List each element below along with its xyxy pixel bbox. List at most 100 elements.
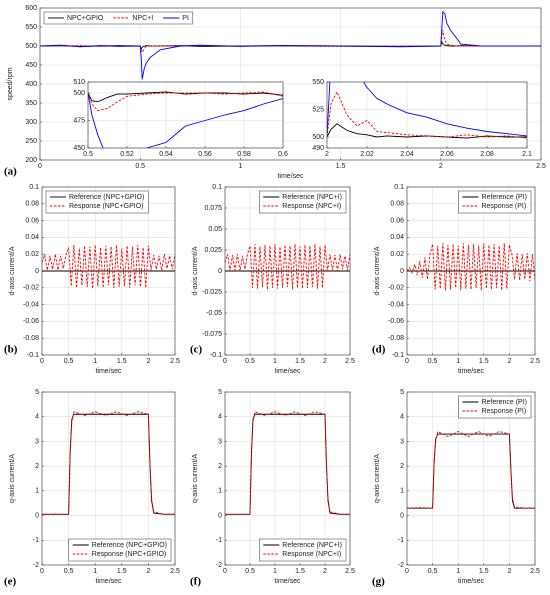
legend: Reference (NPC+I) Response (NPC+I)	[259, 538, 347, 562]
x-axis-label: time/sec	[277, 173, 304, 180]
legend-label: Reference (NPC+GPIO)	[92, 542, 167, 549]
y-tick-label: -0.06	[388, 318, 404, 325]
legend-label: Response (NPC+I)	[282, 203, 341, 210]
x-tick-label: 1	[456, 358, 460, 365]
x-axis-label: time/sec	[274, 368, 301, 375]
series-line	[88, 91, 283, 112]
x-tick-label: 2.5	[530, 358, 540, 365]
legend-item: NPC+I	[113, 15, 153, 22]
x-tick-label: 1.5	[117, 568, 127, 575]
y-tick-label: 300	[25, 119, 37, 126]
y-axis-label: speed/rpm	[7, 67, 14, 100]
chart-panel: 0 0.5 1 1.5 2 2.5 -2 -1 0 1 2 3 4 5 time/sec q-axis cur…	[372, 389, 540, 588]
series-line	[407, 243, 535, 291]
legend-label: PI	[182, 15, 189, 22]
legend-item: Response (NPC+GPIO)	[72, 551, 166, 558]
x-axis-label: time/sec	[95, 368, 122, 375]
series-line	[225, 411, 350, 515]
legend-item: Reference (NPC+GPIO)	[72, 542, 167, 549]
y-tick-label: 0	[35, 268, 39, 275]
x-tick-label: 2	[439, 163, 443, 170]
axes-frame	[326, 81, 528, 149]
x-tick-label: 0.58	[237, 151, 251, 158]
y-tick-label: 0.04	[390, 234, 404, 241]
panel-label: (c)	[190, 344, 203, 356]
y-tick-label: 2	[35, 463, 39, 470]
y-tick-label: 2	[218, 463, 222, 470]
x-tick-label: 1.5	[295, 568, 305, 575]
axes-frame	[41, 186, 176, 356]
y-tick-label: -0.075	[202, 331, 222, 338]
x-axis-label: time/sec	[95, 578, 122, 585]
series-line	[88, 92, 283, 148]
y-tick-label: 0	[218, 268, 222, 275]
plot-area	[327, 82, 527, 148]
y-tick-label: 5	[400, 389, 404, 396]
plot-area	[42, 392, 175, 565]
legend-label: Response (PI)	[481, 408, 526, 415]
chart-panel: 2 2.02 2.04 2.06 2.08 2.1 490 500 525 550	[312, 79, 532, 158]
y-tick-label: 550	[25, 24, 37, 31]
series-line	[225, 244, 350, 290]
y-tick-label: 0	[35, 512, 39, 519]
y-tick-label: 0	[400, 268, 404, 275]
y-tick-label: 500	[73, 90, 85, 97]
y-tick-label: 600	[25, 5, 37, 12]
y-tick-label: 3	[400, 438, 404, 445]
legend-item: Reference (PI)	[462, 399, 527, 406]
panel-label: (a)	[4, 166, 17, 178]
y-tick-label: 5	[35, 389, 39, 396]
axes-frame	[39, 7, 542, 161]
x-tick-label: 2	[146, 568, 150, 575]
x-tick-label: 0	[405, 568, 409, 575]
y-tick-label: 550	[312, 79, 324, 86]
x-tick-label: 0.6	[278, 151, 288, 158]
x-tick-label: 0.5	[135, 163, 145, 170]
y-tick-label: 1	[400, 488, 404, 495]
legend-label: Response (NPC+GPIO)	[69, 203, 144, 210]
legend-label: Reference (NPC+GPIO)	[69, 194, 144, 201]
x-tick-label: 0.5	[83, 151, 93, 158]
y-axis-label: d-axis current/A	[374, 246, 381, 295]
y-tick-label: 0.1	[29, 184, 39, 191]
legend-label: Reference (PI)	[481, 194, 527, 201]
x-tick-label: 2.02	[360, 151, 374, 158]
panel-label: (g)	[372, 576, 385, 588]
y-tick-label: 3	[218, 438, 222, 445]
x-tick-label: 2	[323, 568, 327, 575]
y-tick-label: 0.1	[212, 184, 222, 191]
y-tick-label: 0.075	[204, 205, 222, 212]
y-tick-label: -1	[33, 537, 39, 544]
y-tick-label: 350	[25, 100, 37, 107]
chart-panel: 0.5 0.52 0.54 0.56 0.58 0.6 450 475 500 510	[73, 79, 288, 158]
y-tick-label: 0.02	[390, 251, 404, 258]
chart-panel: 0 0.5 1 1.5 2 2.5 -0.1 -0.08 -0.06 -0.04 -0.02 0 0.0…	[4, 184, 180, 375]
y-tick-label: 400	[25, 81, 37, 88]
legend-item: Reference (NPC+I)	[263, 194, 342, 201]
x-tick-label: 1.5	[295, 358, 305, 365]
y-tick-label: 0	[400, 512, 404, 519]
y-tick-label: -0.04	[23, 301, 39, 308]
legend-frame	[45, 190, 149, 214]
x-tick-label: 0.56	[198, 151, 212, 158]
y-tick-label: 0	[218, 512, 222, 519]
x-tick-label: 2.5	[530, 568, 540, 575]
y-tick-label: 450	[25, 62, 37, 69]
axes-frame	[406, 186, 536, 356]
x-tick-label: 2	[507, 358, 511, 365]
x-tick-label: 1	[273, 358, 277, 365]
x-tick-label: 2	[146, 358, 150, 365]
x-tick-label: 2.5	[170, 568, 180, 575]
x-tick-label: 2.5	[170, 358, 180, 365]
y-tick-label: 500	[25, 43, 37, 50]
x-tick-label: 2	[323, 358, 327, 365]
x-tick-label: 0.54	[159, 151, 173, 158]
y-tick-label: 5	[218, 389, 222, 396]
x-tick-label: 1.5	[117, 358, 127, 365]
x-tick-label: 1.5	[336, 163, 346, 170]
x-tick-label: 2	[507, 568, 511, 575]
y-axis-label: d-axis current/A	[9, 246, 16, 295]
x-tick-label: 0.5	[428, 358, 438, 365]
legend-label: Response (NPC+I)	[282, 551, 341, 558]
